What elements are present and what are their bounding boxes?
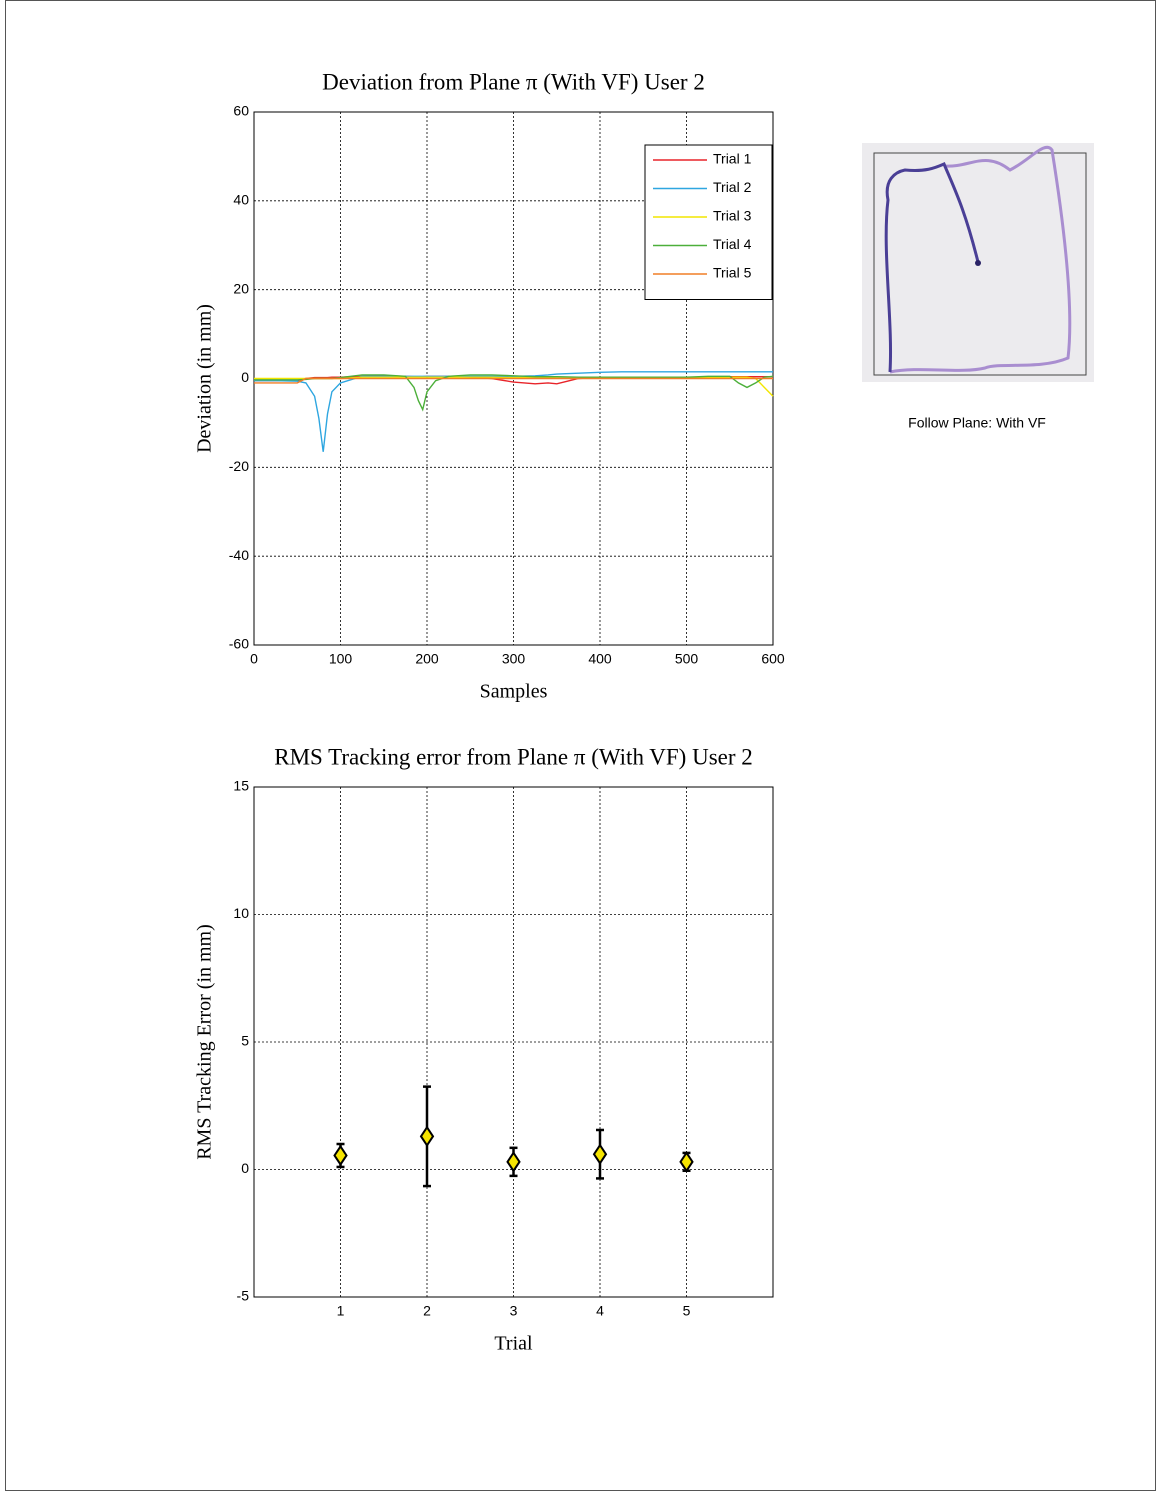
x-tick-label: 4 bbox=[596, 1303, 604, 1319]
x-tick-label: 600 bbox=[761, 651, 785, 667]
chart-title: RMS Tracking error from Plane π (With VF… bbox=[274, 744, 753, 769]
x-tick-label: 3 bbox=[510, 1303, 518, 1319]
x-tick-label: 100 bbox=[329, 651, 353, 667]
x-axis-label: Samples bbox=[480, 681, 548, 703]
marker bbox=[592, 1143, 608, 1166]
marker bbox=[506, 1151, 521, 1173]
x-tick-label: 5 bbox=[683, 1303, 691, 1319]
photo-trace bbox=[889, 146, 1072, 374]
photo: Follow Plane: With VF bbox=[862, 143, 1094, 431]
legend-label: Trial 5 bbox=[713, 265, 752, 281]
page-border bbox=[5, 0, 1156, 1491]
marker bbox=[419, 1125, 435, 1148]
y-tick-label: 40 bbox=[233, 192, 249, 208]
photo-dot bbox=[975, 260, 981, 266]
y-tick-label: 15 bbox=[233, 778, 249, 794]
axes-frame bbox=[253, 786, 774, 1298]
y-tick-label: -20 bbox=[229, 458, 249, 474]
legend-box bbox=[644, 144, 773, 300]
legend-label: Trial 2 bbox=[713, 179, 752, 195]
y-tick-label: -40 bbox=[229, 547, 249, 563]
legend-label: Trial 4 bbox=[713, 236, 752, 252]
y-tick-label: -60 bbox=[229, 636, 249, 652]
y-tick-label: 20 bbox=[233, 280, 249, 296]
x-tick-label: 2 bbox=[423, 1303, 431, 1319]
x-tick-label: 300 bbox=[502, 651, 526, 667]
legend-label: Trial 1 bbox=[713, 151, 752, 167]
x-tick-label: 1 bbox=[337, 1303, 345, 1319]
y-tick-label: 0 bbox=[241, 369, 249, 385]
x-tick-label: 400 bbox=[588, 651, 612, 667]
y-tick-label: 10 bbox=[233, 905, 249, 921]
photo-caption: Follow Plane: With VF bbox=[908, 415, 1046, 431]
marker bbox=[679, 1151, 694, 1173]
x-axis-label: Trial bbox=[494, 1333, 533, 1355]
chart-title: Deviation from Plane π (With VF) User 2 bbox=[322, 69, 705, 94]
x-tick-label: 500 bbox=[675, 651, 699, 667]
x-tick-label: 0 bbox=[250, 651, 258, 667]
y-tick-label: -5 bbox=[237, 1288, 250, 1304]
marker bbox=[333, 1144, 348, 1167]
series-line bbox=[254, 377, 773, 384]
y-axis-label: RMS Tracking Error (in mm) bbox=[194, 924, 216, 1160]
y-tick-label: 60 bbox=[233, 103, 249, 119]
y-tick-label: 5 bbox=[241, 1033, 249, 1049]
photo-trace bbox=[884, 162, 980, 373]
y-tick-label: 0 bbox=[241, 1160, 249, 1176]
y-axis-label: Deviation (in mm) bbox=[194, 304, 216, 453]
photo-frame bbox=[873, 152, 1087, 376]
x-tick-label: 200 bbox=[415, 651, 439, 667]
legend-label: Trial 3 bbox=[713, 208, 752, 224]
